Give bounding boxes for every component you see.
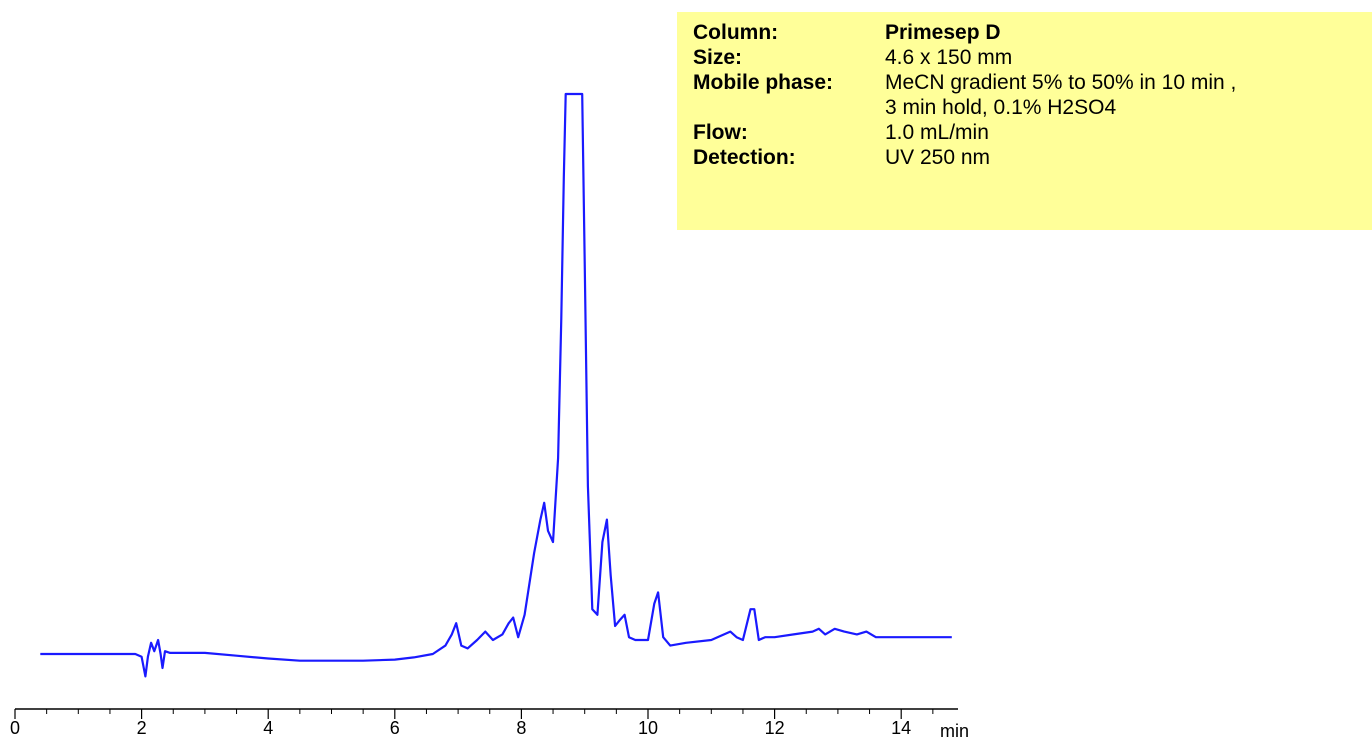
info-row-mobile-phase: Mobile phase: MeCN gradient 5% to 50% in… <box>693 70 1372 95</box>
mobile-phase-label: Mobile phase: <box>693 71 834 94</box>
trace-layer <box>40 92 952 678</box>
info-row-size: Size: 4.6 x 150 mm <box>693 45 1372 70</box>
method-info-box: Column: Primesep D Size: 4.6 x 150 mm Mo… <box>677 12 1372 230</box>
info-row-detection: Detection: UV 250 nm <box>693 145 1372 170</box>
info-row-flow: Flow: 1.0 mL/min <box>693 120 1372 145</box>
column-label: Column: <box>693 21 779 44</box>
x-tick-label: 0 <box>10 718 20 738</box>
mobile-phase-cont-value: 3 min hold, 0.1% H2SO4 <box>885 96 1117 119</box>
x-axis-unit-label: min <box>940 721 969 740</box>
mobile-phase-value: MeCN gradient 5% to 50% in 10 min , <box>885 71 1237 94</box>
detection-label: Detection: <box>693 146 796 169</box>
chromatogram-trace <box>40 92 952 678</box>
size-value: 4.6 x 150 mm <box>885 46 1013 69</box>
x-tick-label: 6 <box>390 718 400 738</box>
x-axis: 0 2 4 6 8 10 12 14 <box>10 708 958 738</box>
detection-value: UV 250 nm <box>885 146 991 169</box>
x-tick-label: 10 <box>638 718 658 738</box>
size-label: Size: <box>693 46 743 69</box>
mobile-phase-cont-label <box>693 95 885 120</box>
info-row-column: Column: Primesep D <box>693 20 1372 45</box>
x-tick-label: 8 <box>516 718 526 738</box>
x-tick-label: 2 <box>137 718 147 738</box>
info-row-mobile-phase-cont: 3 min hold, 0.1% H2SO4 <box>693 95 1372 120</box>
flow-value: 1.0 mL/min <box>885 121 989 144</box>
x-tick-label: 4 <box>263 718 273 738</box>
x-tick-label: 12 <box>765 718 785 738</box>
column-value: Primesep D <box>885 21 1001 44</box>
flow-label: Flow: <box>693 121 748 144</box>
x-tick-label: 14 <box>891 718 911 738</box>
